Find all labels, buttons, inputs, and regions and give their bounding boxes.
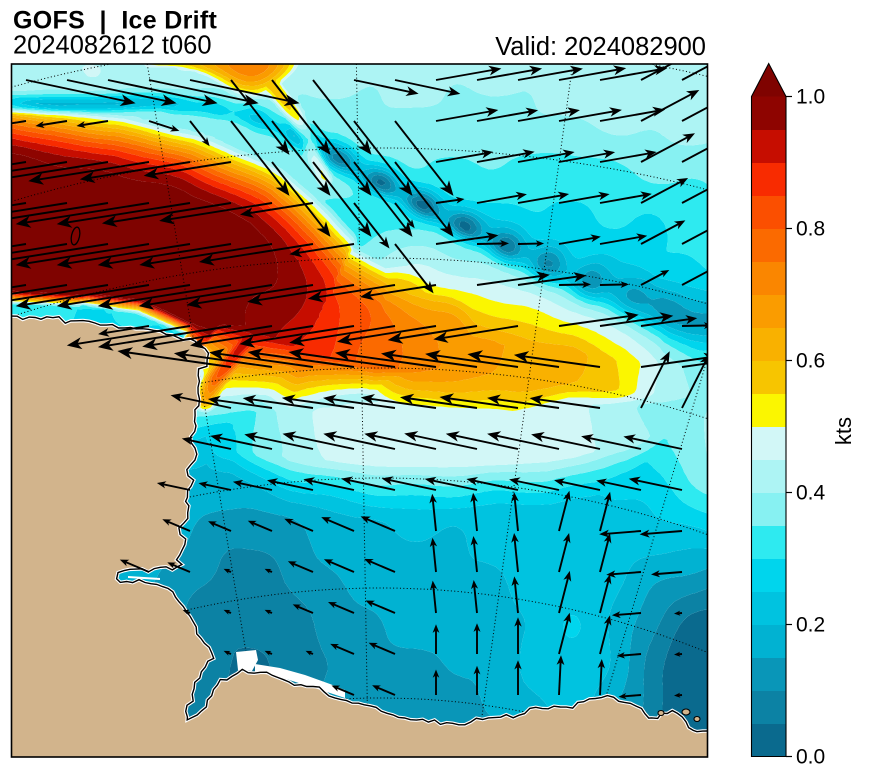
svg-text:Valid: 2024082900: Valid: 2024082900: [495, 33, 706, 61]
svg-text:0.8: 0.8: [796, 218, 825, 241]
svg-text:1.0: 1.0: [796, 86, 825, 109]
svg-text:0.6: 0.6: [796, 350, 825, 373]
svg-text:0.2: 0.2: [796, 614, 825, 637]
svg-text:0.0: 0.0: [796, 746, 825, 769]
svg-text:0.4: 0.4: [796, 482, 826, 505]
svg-text:GOFS | Ice Drift: GOFS | Ice Drift: [13, 7, 217, 35]
svg-text:kts: kts: [831, 417, 856, 445]
svg-text:2024082612 t060: 2024082612 t060: [13, 32, 212, 60]
